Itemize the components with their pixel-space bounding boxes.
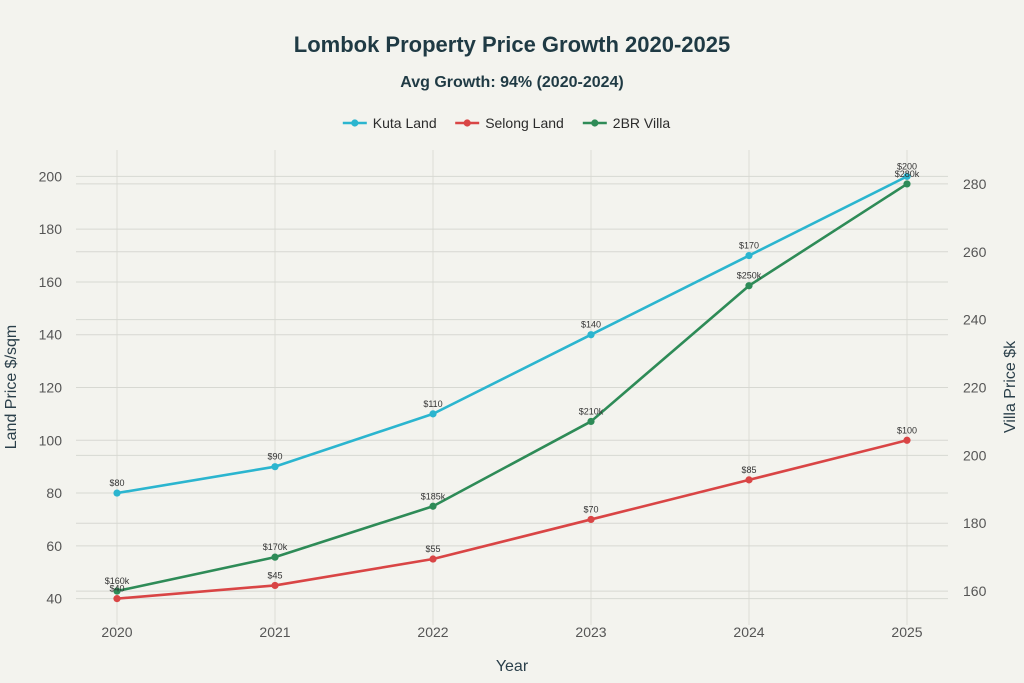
y2-tick-label: 280 [963, 176, 987, 192]
legend-item-2br-villa[interactable]: 2BR Villa [582, 115, 671, 131]
data-point [429, 410, 437, 418]
axis-ticks: 2020 2021 2022 2023 2024 2025 40 60 80 100 120 140 1… [39, 168, 987, 640]
y-tick-label: 100 [39, 432, 63, 448]
legend-label: 2BR Villa [613, 115, 671, 131]
x-tick-label: 2020 [101, 624, 132, 640]
data-point [113, 595, 121, 603]
x-tick-label: 2023 [575, 624, 606, 640]
y-tick-label: 200 [39, 168, 63, 184]
data-label: $210k [579, 406, 604, 416]
legend-item-selong-land[interactable]: Selong Land [455, 115, 564, 131]
data-point [745, 251, 753, 260]
data-label: $185k [421, 491, 446, 501]
data-point [271, 553, 279, 561]
series-line [115, 182, 909, 593]
data-label: $90 [267, 452, 282, 462]
data-label: $140 [581, 320, 601, 330]
data-label: $250k [737, 271, 762, 281]
data-point [745, 282, 753, 290]
y-tick-label: 60 [46, 538, 62, 554]
y2-tick-label: 220 [963, 380, 987, 396]
x-tick-label: 2025 [891, 624, 922, 640]
legend-label: Selong Land [485, 115, 564, 131]
y-tick-label: 160 [39, 274, 63, 290]
data-label: $55 [425, 544, 440, 554]
data-label: $160k [105, 576, 130, 586]
data-label: $70 [583, 504, 598, 514]
series-line [115, 438, 909, 600]
legend-item-kuta-land[interactable]: Kuta Land [342, 115, 437, 131]
y-tick-label: 140 [39, 327, 63, 343]
series-layer [113, 172, 911, 603]
legend-label: Kuta Land [373, 115, 437, 131]
series-selong-land [113, 436, 911, 603]
x-tick-label: 2022 [417, 624, 448, 640]
y2-tick-label: 180 [963, 515, 987, 531]
y-axis-title: Land Price $/sqm [3, 325, 20, 450]
data-label: $280k [895, 169, 920, 179]
data-point [745, 476, 753, 484]
data-point [903, 180, 911, 188]
data-label: $110 [423, 399, 442, 409]
data-point [903, 172, 911, 180]
y2-tick-label: 160 [963, 583, 987, 599]
chart-subtitle: Avg Growth: 94% (2020-2024) [400, 74, 623, 91]
data-point [903, 436, 911, 444]
legend[interactable]: Kuta Land Selong Land 2BR Villa [342, 115, 671, 131]
y-tick-label: 120 [39, 380, 63, 396]
series-2br-villa [113, 180, 911, 595]
series-kuta-land [113, 172, 911, 497]
data-point [587, 515, 595, 524]
data-label: $45 [267, 570, 282, 580]
y2-tick-label: 240 [963, 312, 987, 328]
legend-marker [463, 119, 471, 127]
data-label: $100 [897, 425, 917, 435]
y-tick-label: 180 [39, 221, 63, 237]
legend-marker [591, 119, 599, 127]
data-label: $200 [897, 161, 917, 171]
data-point [429, 502, 437, 510]
data-label: $80 [109, 478, 124, 488]
x-axis-title: Year [496, 658, 529, 675]
y-tick-label: 40 [46, 591, 62, 607]
data-point [429, 555, 437, 563]
y2-tick-label: 200 [963, 447, 987, 463]
data-label: $40 [109, 584, 124, 594]
data-label: $170k [263, 542, 288, 552]
data-labels: $80 $90 $110 $140 $170 $200 $40 $45 $55 $70 $85 $10… [105, 161, 920, 593]
data-label: $170 [739, 241, 759, 251]
data-point [587, 331, 595, 339]
data-point [113, 587, 121, 595]
x-tick-label: 2024 [733, 624, 764, 640]
data-label: $85 [741, 465, 756, 475]
y-tick-label: 80 [46, 485, 62, 501]
data-point [587, 417, 595, 426]
chart-title: Lombok Property Price Growth 2020-2025 [294, 32, 731, 57]
y2-axis-title: Villa Price $k [1002, 340, 1019, 433]
legend-marker [351, 119, 359, 127]
data-point [113, 489, 121, 497]
x-tick-label: 2021 [259, 624, 290, 640]
series-line [115, 175, 909, 495]
data-point [271, 463, 279, 471]
data-point [271, 581, 279, 590]
y2-tick-label: 260 [963, 244, 987, 260]
